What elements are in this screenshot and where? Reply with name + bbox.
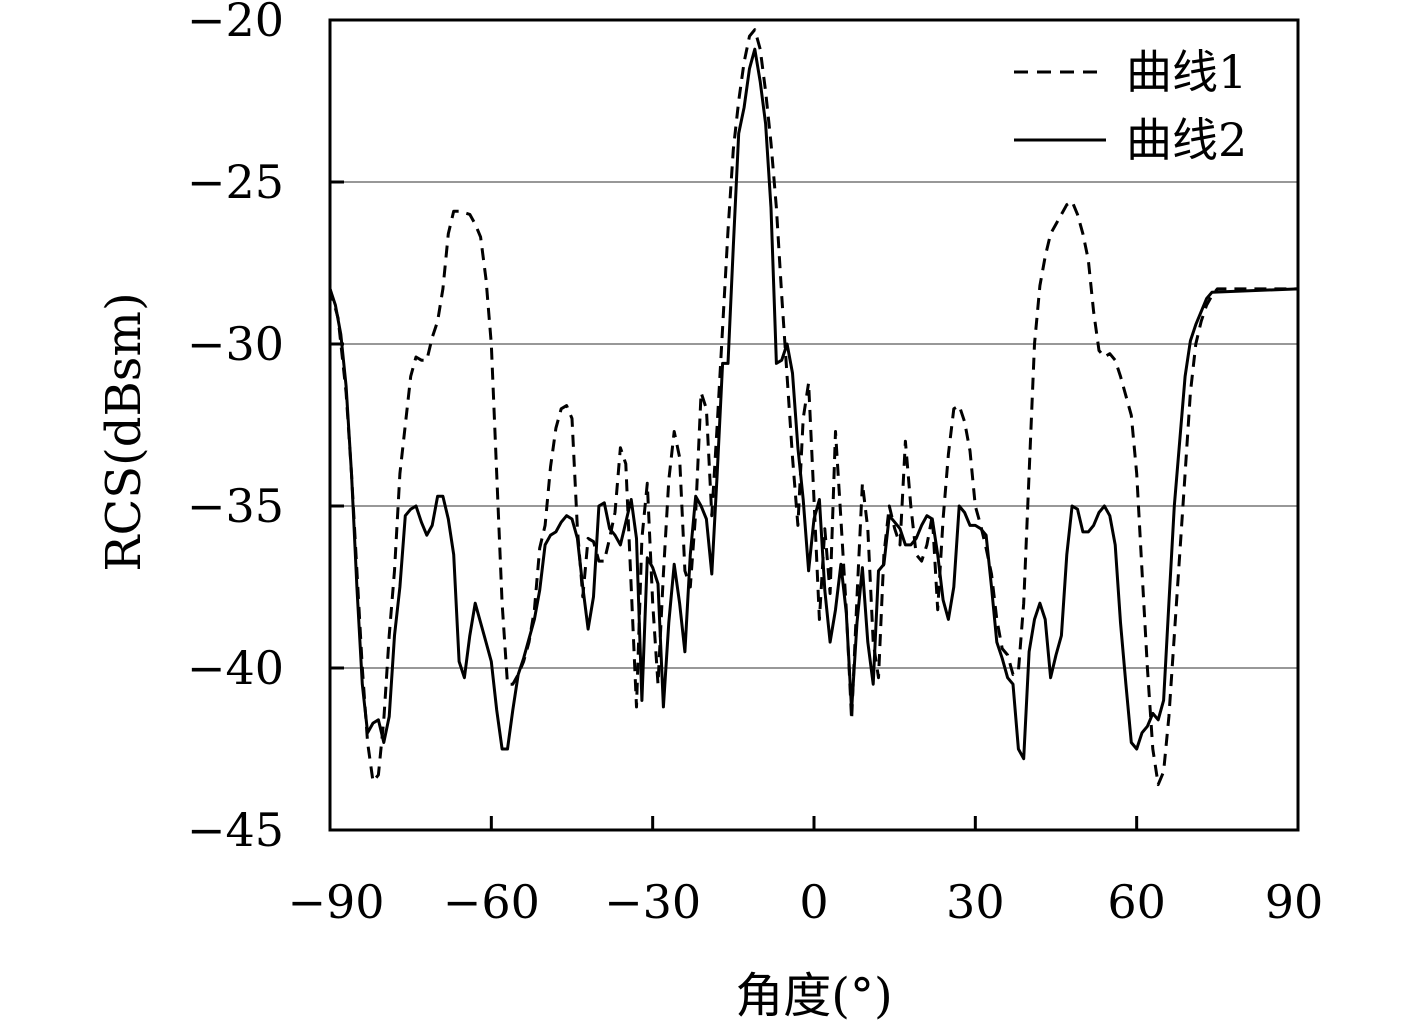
x-tick-labels: −90 −60 −30 0 30 60 90 <box>287 875 1323 929</box>
y-axis-title: RCS(dBsm) <box>96 292 152 571</box>
x-tick-label-5: 60 <box>1107 875 1166 929</box>
x-tick-label-2: −30 <box>604 875 701 929</box>
x-tick-label-0: −90 <box>287 875 384 929</box>
legend: 曲线1 曲线2 <box>1014 45 1247 167</box>
series-layer <box>328 28 1299 787</box>
legend-label-series-1: 曲线1 <box>1126 45 1247 99</box>
x-tick-label-6: 90 <box>1265 875 1324 929</box>
series-line-2 <box>328 47 1299 761</box>
y-tick-label-2: −35 <box>187 479 284 533</box>
x-tick-label-3: 0 <box>799 875 828 929</box>
series-line-1 <box>328 28 1298 787</box>
axis-ticks <box>328 18 1300 832</box>
legend-label-series-2: 曲线2 <box>1126 113 1247 167</box>
x-tick-label-1: −60 <box>443 875 540 929</box>
x-tick-label-4: 30 <box>946 875 1005 929</box>
x-axis-title: 角度(°) <box>735 968 892 1024</box>
y-tick-labels: −45 −40 −35 −30 −25 −20 <box>187 0 284 857</box>
y-tick-label-1: −40 <box>187 641 284 695</box>
y-tick-label-5: −20 <box>187 0 284 47</box>
gridlines <box>330 181 1298 669</box>
y-tick-label-0: −45 <box>187 803 284 857</box>
y-tick-label-3: −30 <box>187 317 284 371</box>
y-tick-label-4: −25 <box>187 155 284 209</box>
